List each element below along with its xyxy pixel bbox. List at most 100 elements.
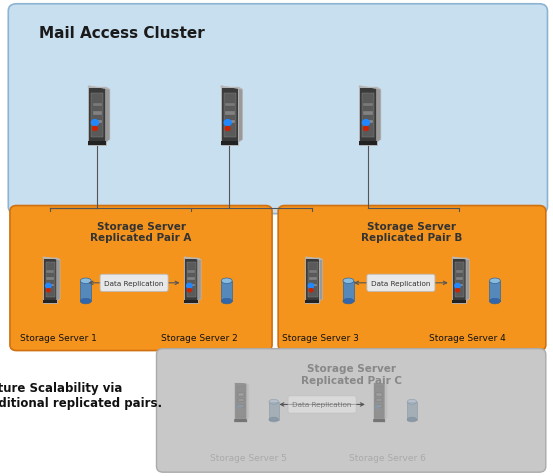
Circle shape: [237, 405, 241, 408]
Text: Storage Server
Replicated Pair C: Storage Server Replicated Pair C: [301, 363, 401, 385]
Text: Data Replication: Data Replication: [293, 402, 352, 407]
Polygon shape: [466, 258, 469, 301]
FancyBboxPatch shape: [8, 5, 547, 214]
Polygon shape: [57, 258, 60, 301]
Text: Storage Server 3: Storage Server 3: [282, 334, 359, 343]
Bar: [269, 402, 279, 420]
FancyBboxPatch shape: [100, 275, 168, 292]
Bar: [309, 284, 316, 287]
Bar: [376, 405, 382, 407]
Polygon shape: [377, 88, 381, 143]
Bar: [92, 121, 102, 124]
Bar: [456, 278, 463, 280]
FancyBboxPatch shape: [156, 349, 546, 472]
Bar: [373, 419, 385, 422]
Ellipse shape: [269, 399, 279, 404]
Circle shape: [187, 284, 192, 288]
Bar: [43, 258, 57, 303]
Bar: [305, 258, 320, 303]
Ellipse shape: [489, 299, 500, 304]
Circle shape: [46, 289, 50, 292]
Bar: [221, 142, 238, 145]
Bar: [375, 386, 383, 417]
Polygon shape: [385, 383, 388, 420]
Text: Storage Server 4: Storage Server 4: [429, 334, 505, 343]
Polygon shape: [43, 257, 60, 260]
Bar: [359, 88, 377, 145]
FancyBboxPatch shape: [288, 396, 356, 413]
Bar: [456, 271, 463, 273]
Bar: [43, 300, 57, 303]
Text: Storage Server
Replicated Pair B: Storage Server Replicated Pair B: [361, 221, 463, 243]
Circle shape: [362, 120, 369, 126]
Bar: [359, 142, 377, 145]
Bar: [88, 88, 106, 145]
Bar: [184, 258, 198, 303]
Text: Storage Server 6: Storage Server 6: [348, 453, 426, 462]
Bar: [46, 271, 54, 273]
Bar: [221, 88, 238, 145]
Polygon shape: [373, 382, 388, 384]
Ellipse shape: [221, 299, 232, 304]
Circle shape: [309, 289, 313, 292]
Bar: [305, 300, 320, 303]
Bar: [224, 93, 236, 138]
Circle shape: [364, 127, 368, 131]
Bar: [187, 271, 195, 273]
Circle shape: [309, 284, 314, 288]
Bar: [363, 112, 373, 116]
Circle shape: [91, 120, 98, 126]
Ellipse shape: [221, 278, 232, 284]
Polygon shape: [234, 382, 249, 384]
Bar: [455, 263, 464, 298]
Polygon shape: [184, 257, 201, 260]
Ellipse shape: [407, 399, 417, 404]
Polygon shape: [247, 383, 249, 420]
Polygon shape: [320, 258, 323, 301]
Bar: [376, 399, 382, 402]
Bar: [186, 263, 196, 298]
FancyBboxPatch shape: [10, 206, 272, 351]
Ellipse shape: [407, 417, 417, 422]
Ellipse shape: [489, 278, 500, 284]
Bar: [238, 399, 244, 402]
Polygon shape: [88, 87, 110, 90]
Bar: [221, 281, 232, 301]
Bar: [456, 284, 463, 287]
Circle shape: [456, 289, 460, 292]
Polygon shape: [198, 258, 201, 301]
Polygon shape: [452, 257, 469, 260]
FancyBboxPatch shape: [278, 206, 546, 351]
Bar: [46, 284, 54, 287]
Bar: [489, 281, 500, 301]
Bar: [234, 383, 247, 422]
Bar: [92, 112, 102, 116]
Bar: [91, 93, 103, 138]
Bar: [184, 300, 198, 303]
Ellipse shape: [343, 278, 354, 284]
Polygon shape: [359, 87, 381, 90]
Bar: [225, 104, 234, 107]
Bar: [309, 271, 316, 273]
Bar: [187, 278, 195, 280]
Text: Storage Server 5: Storage Server 5: [210, 453, 288, 462]
Bar: [88, 142, 106, 145]
Circle shape: [455, 284, 460, 288]
Circle shape: [375, 405, 379, 408]
Text: Data Replication: Data Replication: [105, 280, 164, 286]
Ellipse shape: [80, 278, 91, 284]
Bar: [80, 281, 91, 301]
Circle shape: [226, 127, 230, 131]
Bar: [376, 393, 382, 396]
Text: Data Replication: Data Replication: [371, 280, 431, 286]
Bar: [373, 383, 385, 422]
Bar: [407, 402, 417, 420]
Bar: [46, 278, 54, 280]
Bar: [362, 93, 374, 138]
FancyBboxPatch shape: [367, 275, 435, 292]
Bar: [363, 121, 373, 124]
Circle shape: [46, 284, 51, 288]
Circle shape: [93, 127, 97, 131]
Bar: [238, 393, 244, 396]
Bar: [187, 284, 195, 287]
